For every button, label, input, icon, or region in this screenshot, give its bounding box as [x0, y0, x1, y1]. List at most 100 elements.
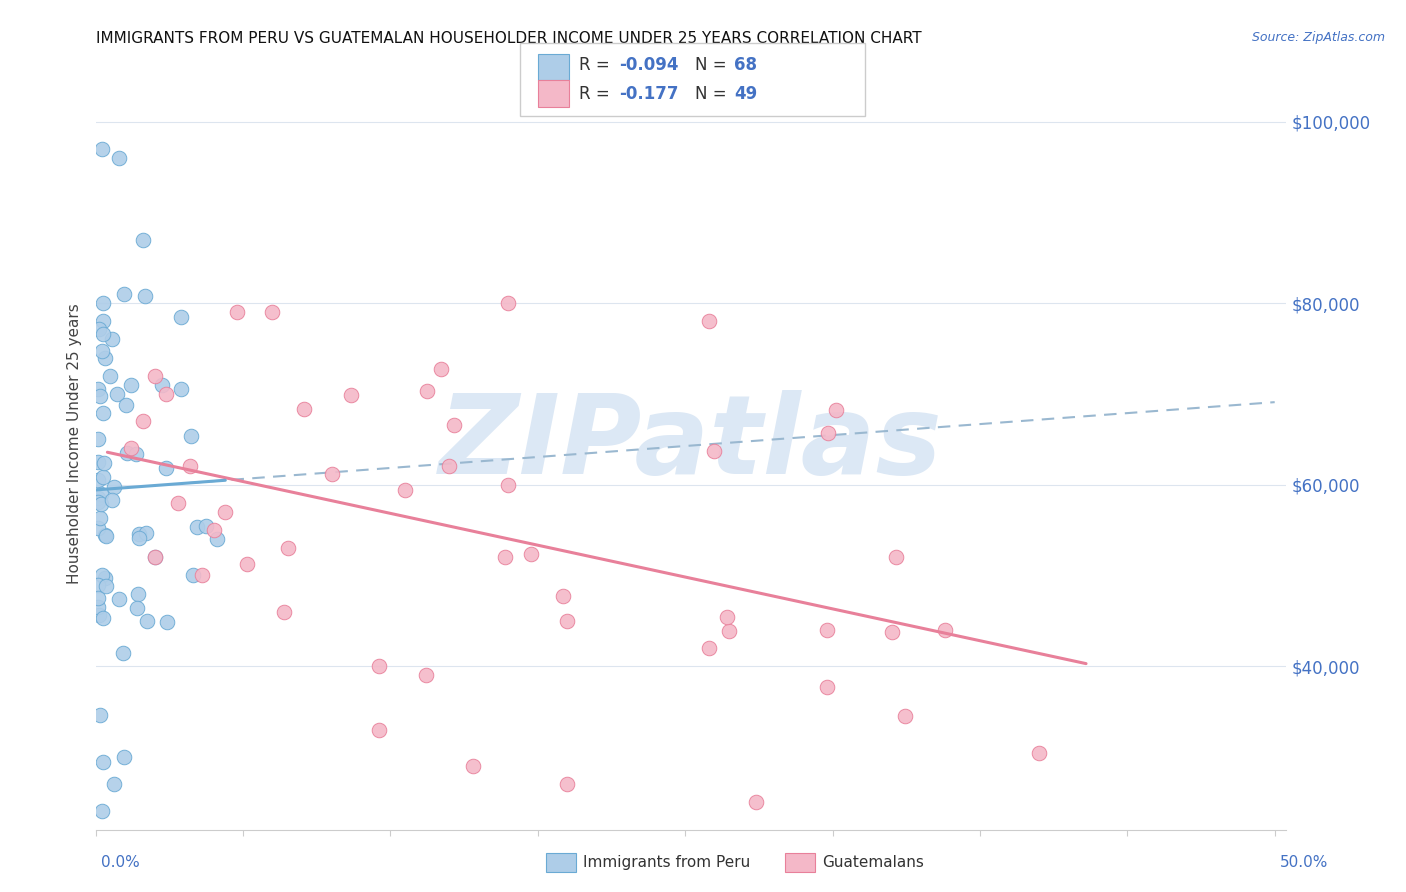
- Point: [277, 541, 299, 555]
- Point: [170, 310, 193, 324]
- Point: [87, 473, 110, 487]
- Point: [415, 668, 437, 682]
- Point: [105, 387, 128, 401]
- Y-axis label: Householder Income Under 25 years: Householder Income Under 25 years: [67, 303, 83, 584]
- Point: [443, 418, 465, 433]
- Text: -0.177: -0.177: [619, 85, 678, 103]
- Point: [367, 659, 389, 673]
- Text: Immigrants from Peru: Immigrants from Peru: [583, 855, 751, 870]
- Text: 50.0%: 50.0%: [1281, 855, 1329, 870]
- Point: [115, 399, 138, 413]
- Point: [415, 384, 437, 398]
- Point: [90, 487, 112, 501]
- Point: [520, 547, 543, 561]
- Point: [91, 611, 114, 625]
- Point: [112, 750, 135, 764]
- Text: Guatemalans: Guatemalans: [823, 855, 924, 870]
- Point: [155, 387, 177, 401]
- Point: [103, 480, 125, 494]
- Point: [134, 289, 156, 303]
- Point: [815, 680, 838, 694]
- Point: [87, 432, 110, 446]
- Point: [87, 578, 110, 592]
- Text: N =: N =: [695, 85, 731, 103]
- Text: 0.0%: 0.0%: [101, 855, 141, 870]
- Point: [91, 406, 114, 420]
- Point: [90, 567, 112, 582]
- Point: [202, 523, 225, 537]
- Point: [87, 599, 110, 614]
- Point: [87, 495, 110, 509]
- Point: [120, 377, 142, 392]
- Point: [127, 586, 149, 600]
- Point: [815, 623, 838, 637]
- Point: [555, 777, 578, 791]
- Point: [89, 321, 111, 335]
- Point: [494, 550, 516, 565]
- Point: [87, 591, 110, 606]
- Point: [236, 557, 259, 571]
- Point: [87, 455, 110, 469]
- Point: [120, 442, 142, 456]
- Point: [461, 759, 484, 773]
- Point: [555, 614, 578, 628]
- Point: [551, 589, 574, 603]
- Point: [394, 483, 416, 497]
- Point: [94, 579, 117, 593]
- Point: [89, 708, 111, 723]
- Point: [716, 610, 738, 624]
- Point: [125, 447, 148, 461]
- Point: [226, 305, 249, 319]
- Point: [718, 624, 741, 639]
- Point: [132, 414, 155, 428]
- Point: [91, 314, 114, 328]
- Point: [143, 550, 166, 565]
- Point: [170, 382, 193, 396]
- Point: [155, 461, 177, 475]
- Point: [273, 605, 295, 619]
- Point: [90, 805, 112, 819]
- Point: [894, 709, 917, 723]
- Point: [128, 531, 150, 545]
- Point: [87, 491, 110, 506]
- Point: [89, 389, 111, 403]
- Point: [205, 533, 228, 547]
- Point: [339, 388, 361, 402]
- Point: [186, 520, 208, 534]
- Point: [132, 233, 155, 247]
- Point: [824, 403, 846, 417]
- Point: [91, 470, 114, 484]
- Point: [745, 795, 768, 809]
- Point: [179, 459, 201, 474]
- Point: [367, 723, 389, 737]
- Point: [94, 529, 117, 543]
- Point: [91, 327, 114, 342]
- Point: [167, 496, 190, 510]
- Point: [886, 549, 908, 564]
- Point: [91, 142, 114, 156]
- Text: ZIPatlas: ZIPatlas: [439, 391, 943, 497]
- Point: [180, 429, 202, 443]
- Point: [1028, 746, 1050, 760]
- Text: N =: N =: [695, 56, 731, 74]
- Point: [87, 382, 110, 396]
- Point: [93, 571, 115, 585]
- Point: [143, 368, 166, 383]
- Point: [262, 305, 284, 319]
- Point: [93, 456, 115, 470]
- Point: [703, 443, 725, 458]
- Point: [697, 314, 720, 328]
- Point: [439, 459, 461, 474]
- Point: [135, 526, 157, 541]
- Point: [498, 478, 520, 492]
- Text: 68: 68: [734, 56, 756, 74]
- Point: [112, 647, 135, 661]
- Text: -0.094: -0.094: [619, 56, 678, 74]
- Point: [817, 426, 839, 441]
- Point: [143, 550, 166, 565]
- Point: [91, 756, 114, 770]
- Point: [94, 528, 117, 542]
- Point: [115, 446, 138, 460]
- Point: [934, 623, 956, 637]
- Text: IMMIGRANTS FROM PERU VS GUATEMALAN HOUSEHOLDER INCOME UNDER 25 YEARS CORRELATION: IMMIGRANTS FROM PERU VS GUATEMALAN HOUSE…: [96, 31, 921, 46]
